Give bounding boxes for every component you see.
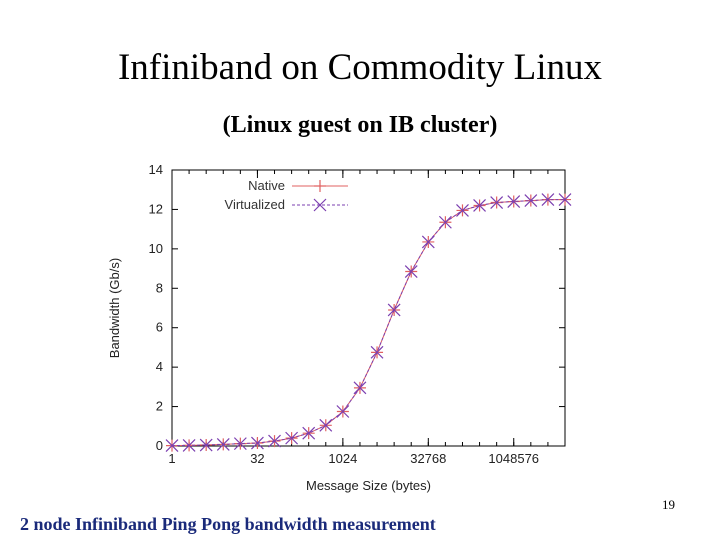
series-line-virtualized <box>171 199 565 447</box>
y-tick-label: 4 <box>156 359 163 374</box>
legend-label-virtualized: Virtualized <box>225 197 285 212</box>
chart-series <box>165 193 572 453</box>
y-tick-label: 12 <box>149 201 163 216</box>
data-point-virtualized <box>336 405 350 418</box>
data-point-virtualized <box>387 303 401 317</box>
data-point-virtualized <box>313 198 327 212</box>
data-point-virtualized <box>558 193 572 206</box>
data-point-virtualized <box>268 434 281 448</box>
data-point-native <box>314 180 326 192</box>
data-point-virtualized <box>507 195 521 208</box>
slide-caption: 2 node Infiniband Ping Pong bandwidth me… <box>20 514 436 534</box>
y-tick-label: 2 <box>156 399 163 414</box>
chart-svg: 0 2 4 6 8 10 12 14 1 32 1024 32768 1048576 Native Vir… <box>107 162 572 493</box>
y-tick-label: 10 <box>149 241 163 256</box>
data-point-virtualized <box>319 418 333 432</box>
data-point-virtualized <box>541 193 555 206</box>
data-point-virtualized <box>524 194 538 207</box>
x-tick-label: 1048576 <box>488 451 539 466</box>
data-point-virtualized <box>421 235 435 249</box>
data-point-virtualized <box>182 438 196 452</box>
data-point-virtualized <box>438 215 452 229</box>
x-tick-label: 1024 <box>328 451 357 466</box>
slide-title: Infiniband on Commodity Linux <box>117 47 603 88</box>
data-point-virtualized <box>456 203 469 217</box>
legend-label-native: Native <box>248 178 285 193</box>
data-point-virtualized <box>473 199 486 212</box>
data-point-virtualized <box>165 439 179 453</box>
x-tick-label: 1 <box>168 451 175 466</box>
y-axis-label: Bandwidth (Gb/s) <box>107 258 122 358</box>
page-number: 19 <box>662 497 675 512</box>
data-point-virtualized <box>404 265 418 278</box>
y-tick-label: 6 <box>156 320 163 335</box>
data-point-virtualized <box>370 345 384 359</box>
data-point-virtualized <box>199 438 213 452</box>
data-point-virtualized <box>490 196 504 209</box>
x-tick-label: 32768 <box>410 451 446 466</box>
x-axis-label: Message Size (bytes) <box>306 478 431 493</box>
data-point-virtualized <box>233 437 247 451</box>
slide-subtitle: (Linux guest on IB cluster) <box>222 112 498 138</box>
data-point-virtualized <box>285 431 299 445</box>
data-point-virtualized <box>216 437 230 451</box>
y-tick-label: 8 <box>156 280 163 295</box>
data-point-virtualized <box>251 436 264 450</box>
y-tick-label: 0 <box>156 438 163 453</box>
data-point-virtualized <box>353 381 367 395</box>
data-point-virtualized <box>302 426 316 440</box>
series-line-native <box>171 199 565 447</box>
chart-legend: Native Virtualized <box>225 178 348 212</box>
bandwidth-chart: 0 2 4 6 8 10 12 14 1 32 1024 32768 1048576 Native Vir… <box>100 155 590 495</box>
x-tick-label: 32 <box>250 451 264 466</box>
plot-frame <box>171 169 566 447</box>
y-tick-label: 14 <box>149 162 163 177</box>
